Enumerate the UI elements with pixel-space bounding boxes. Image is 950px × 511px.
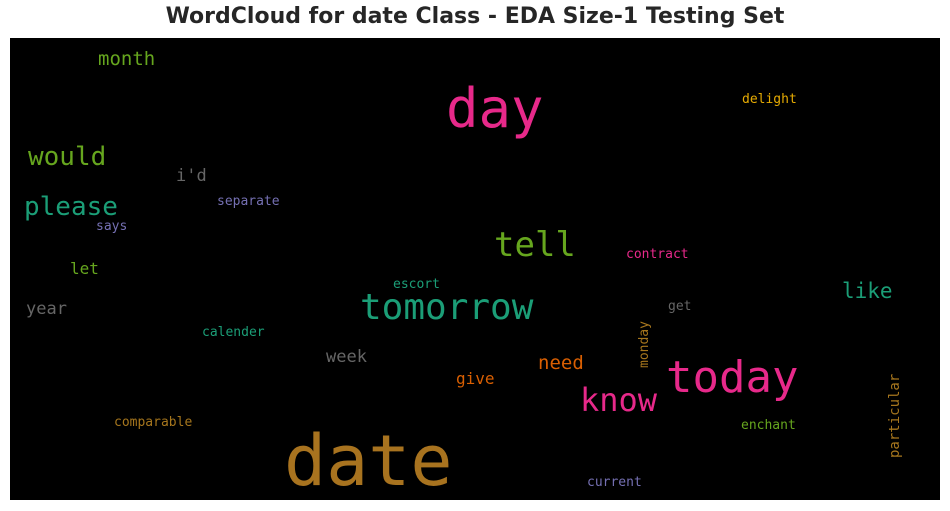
word-separate: separate	[217, 194, 280, 209]
word-know: know	[580, 381, 658, 419]
word-enchant: enchant	[741, 418, 796, 433]
chart-title: WordCloud for date Class - EDA Size-1 Te…	[165, 4, 785, 29]
word-would: would	[28, 142, 107, 172]
word-current: current	[587, 475, 642, 490]
word-like: like	[842, 279, 893, 303]
word-today: today	[666, 352, 799, 403]
word-tell: tell	[494, 225, 576, 265]
word-calender: calender	[202, 325, 265, 340]
word-week: week	[326, 347, 367, 367]
word-particular: particular	[887, 373, 903, 458]
word-give: give	[456, 369, 495, 388]
word-comparable: comparable	[114, 415, 193, 430]
word-let: let	[70, 259, 99, 278]
word-tomorrow: tomorrow	[360, 287, 534, 328]
word-month: month	[98, 48, 156, 70]
word-delight: delight	[742, 92, 797, 107]
word-get: get	[668, 299, 692, 314]
word-year: year	[26, 299, 67, 319]
word-says: says	[96, 219, 128, 234]
word-monday: monday	[637, 321, 652, 368]
word-escort: escort	[393, 277, 440, 292]
word-contract: contract	[626, 247, 689, 262]
wordcloud-canvas: date day tomorrow today tell know please would m…	[10, 38, 940, 500]
word-please: please	[24, 192, 118, 222]
word-need: need	[538, 352, 584, 374]
word-date: date	[284, 420, 453, 500]
word-day: day	[446, 77, 544, 140]
word-id: i'd	[176, 166, 207, 186]
